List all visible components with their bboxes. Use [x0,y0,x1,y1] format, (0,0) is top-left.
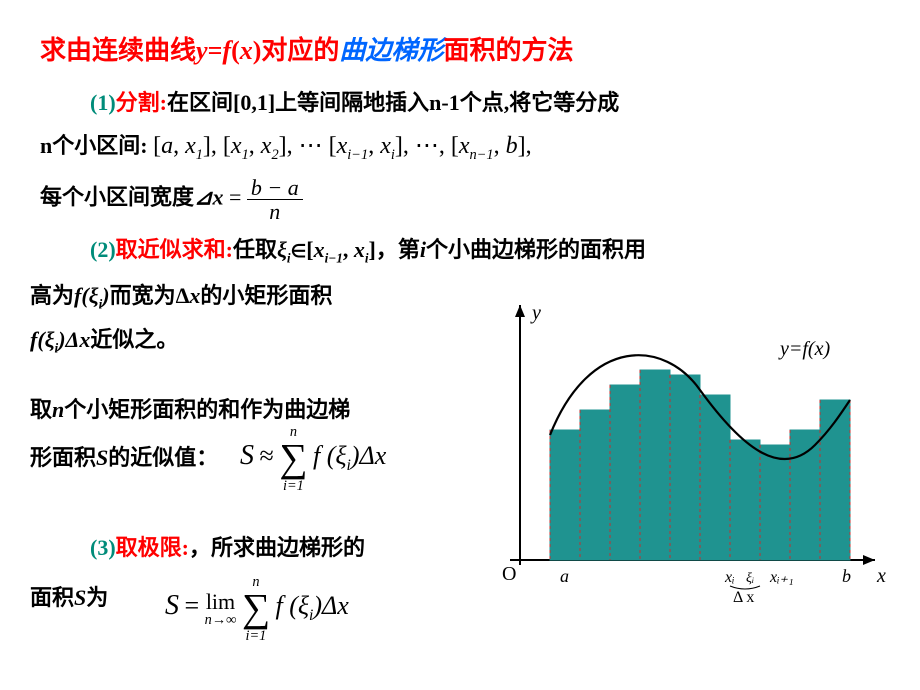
step2c-t2: 近似之。 [90,327,178,352]
step2e-S: S [96,445,108,470]
step3b-S: S [74,585,86,610]
sum2-bot: i=1 [246,629,267,643]
step3-label: 取极限: [116,535,189,560]
step1-text2: 上等间隔地插入 [275,90,429,115]
title-eq: = [208,36,223,65]
title-t10: 面积的方法 [443,36,573,65]
formula1-sum: n ∑ i=1 [279,425,307,493]
svg-text:xᵢ₊₁: xᵢ₊₁ [769,569,794,586]
formula2-body: f (ξi)Δx [276,591,349,620]
step2b-t3: 而宽为 [110,283,176,308]
step1c-dx: ⊿x [194,185,223,210]
step1-label: 分割: [116,90,167,115]
title-x: x [240,36,253,65]
step3-text1: ，所求曲边梯形的 [189,535,365,560]
step1-interval: [0,1] [233,90,275,115]
svg-text:ξᵢ: ξᵢ [746,571,754,586]
step1c-frac: b − an [247,176,303,223]
title-t8: 对应的 [261,36,339,65]
step2-xi: ξi [277,237,291,262]
lim-top: lim [206,591,235,613]
step2c-fxi: f(ξi)Δx [30,327,90,352]
frac-num: b − a [247,176,303,200]
title-t1: 求由连续曲线 [40,36,196,65]
step2b-t1: 高为 [30,283,74,308]
formula2-sum: n ∑ i=1 [242,575,270,643]
lim-bot: n→∞ [205,613,237,627]
step1-num: (1) [90,90,116,115]
step2-text2: ，第 [376,237,420,262]
step2d-n: n [52,397,64,422]
title-op: ( [231,36,240,65]
svg-text:a: a [560,566,569,586]
step3b-t1: 面积 [30,585,74,610]
step2-interval: [xi−1, xi] [306,237,376,262]
title-f: f [222,36,231,65]
title-y: y [196,36,208,65]
step2e-t1: 形面积 [30,445,96,470]
svg-text:y=f(x): y=f(x) [778,338,830,360]
formula1-S: S [240,440,254,471]
riemann-chart: y Oa xᵢξᵢ xᵢ₊₁ b x Δ x y=f(x) [480,285,900,625]
step2-label: 取近似求和: [116,237,233,262]
svg-text:Δ x: Δ x [733,589,754,606]
formula1-body: f (ξi)Δx [313,441,386,470]
formula1-approx: ≈ [260,441,274,470]
step2b-t4: 的小矩形面积 [200,283,332,308]
step1-n1: n-1 [429,90,460,115]
formula2-S: S [165,590,179,621]
svg-text:O: O [502,563,516,585]
step2e-t2: 的近似值： [108,445,218,470]
step1-text3: 个点,将它等分成 [460,90,620,115]
svg-text:x: x [876,565,886,587]
step2-text1: 任取 [233,237,277,262]
step2-text3: 个小曲边梯形的面积用 [426,237,646,262]
sigma-icon-2: ∑ [242,589,270,629]
step2-in: ∈ [291,241,307,261]
svg-text:xᵢ: xᵢ [724,569,735,586]
formula2-eq: = [185,591,200,620]
step3-num: (3) [90,535,116,560]
svg-text:y: y [530,302,541,324]
formula2-lim: lim n→∞ [205,591,237,627]
title-t9: 曲边梯形 [339,36,443,65]
step2b-fxi: f(ξi) [74,283,110,308]
step2d-t2: 个小矩形面积的和作为曲边梯 [64,397,350,422]
svg-text:b: b [842,566,851,586]
step3b-t2: 为 [86,585,108,610]
sum-bot: i=1 [283,479,304,493]
step1c-pre: 每个小区间宽度 [40,185,194,210]
step2-num: (2) [90,237,116,262]
step1c-eq: = [229,185,241,210]
step2d-t1: 取 [30,397,52,422]
frac-den: n [247,200,303,223]
step2b-dx: Δx [176,283,201,308]
step1-text1: 在区间 [167,90,233,115]
sigma-icon: ∑ [279,439,307,479]
step1b-pre: n个小区间: [40,133,148,158]
